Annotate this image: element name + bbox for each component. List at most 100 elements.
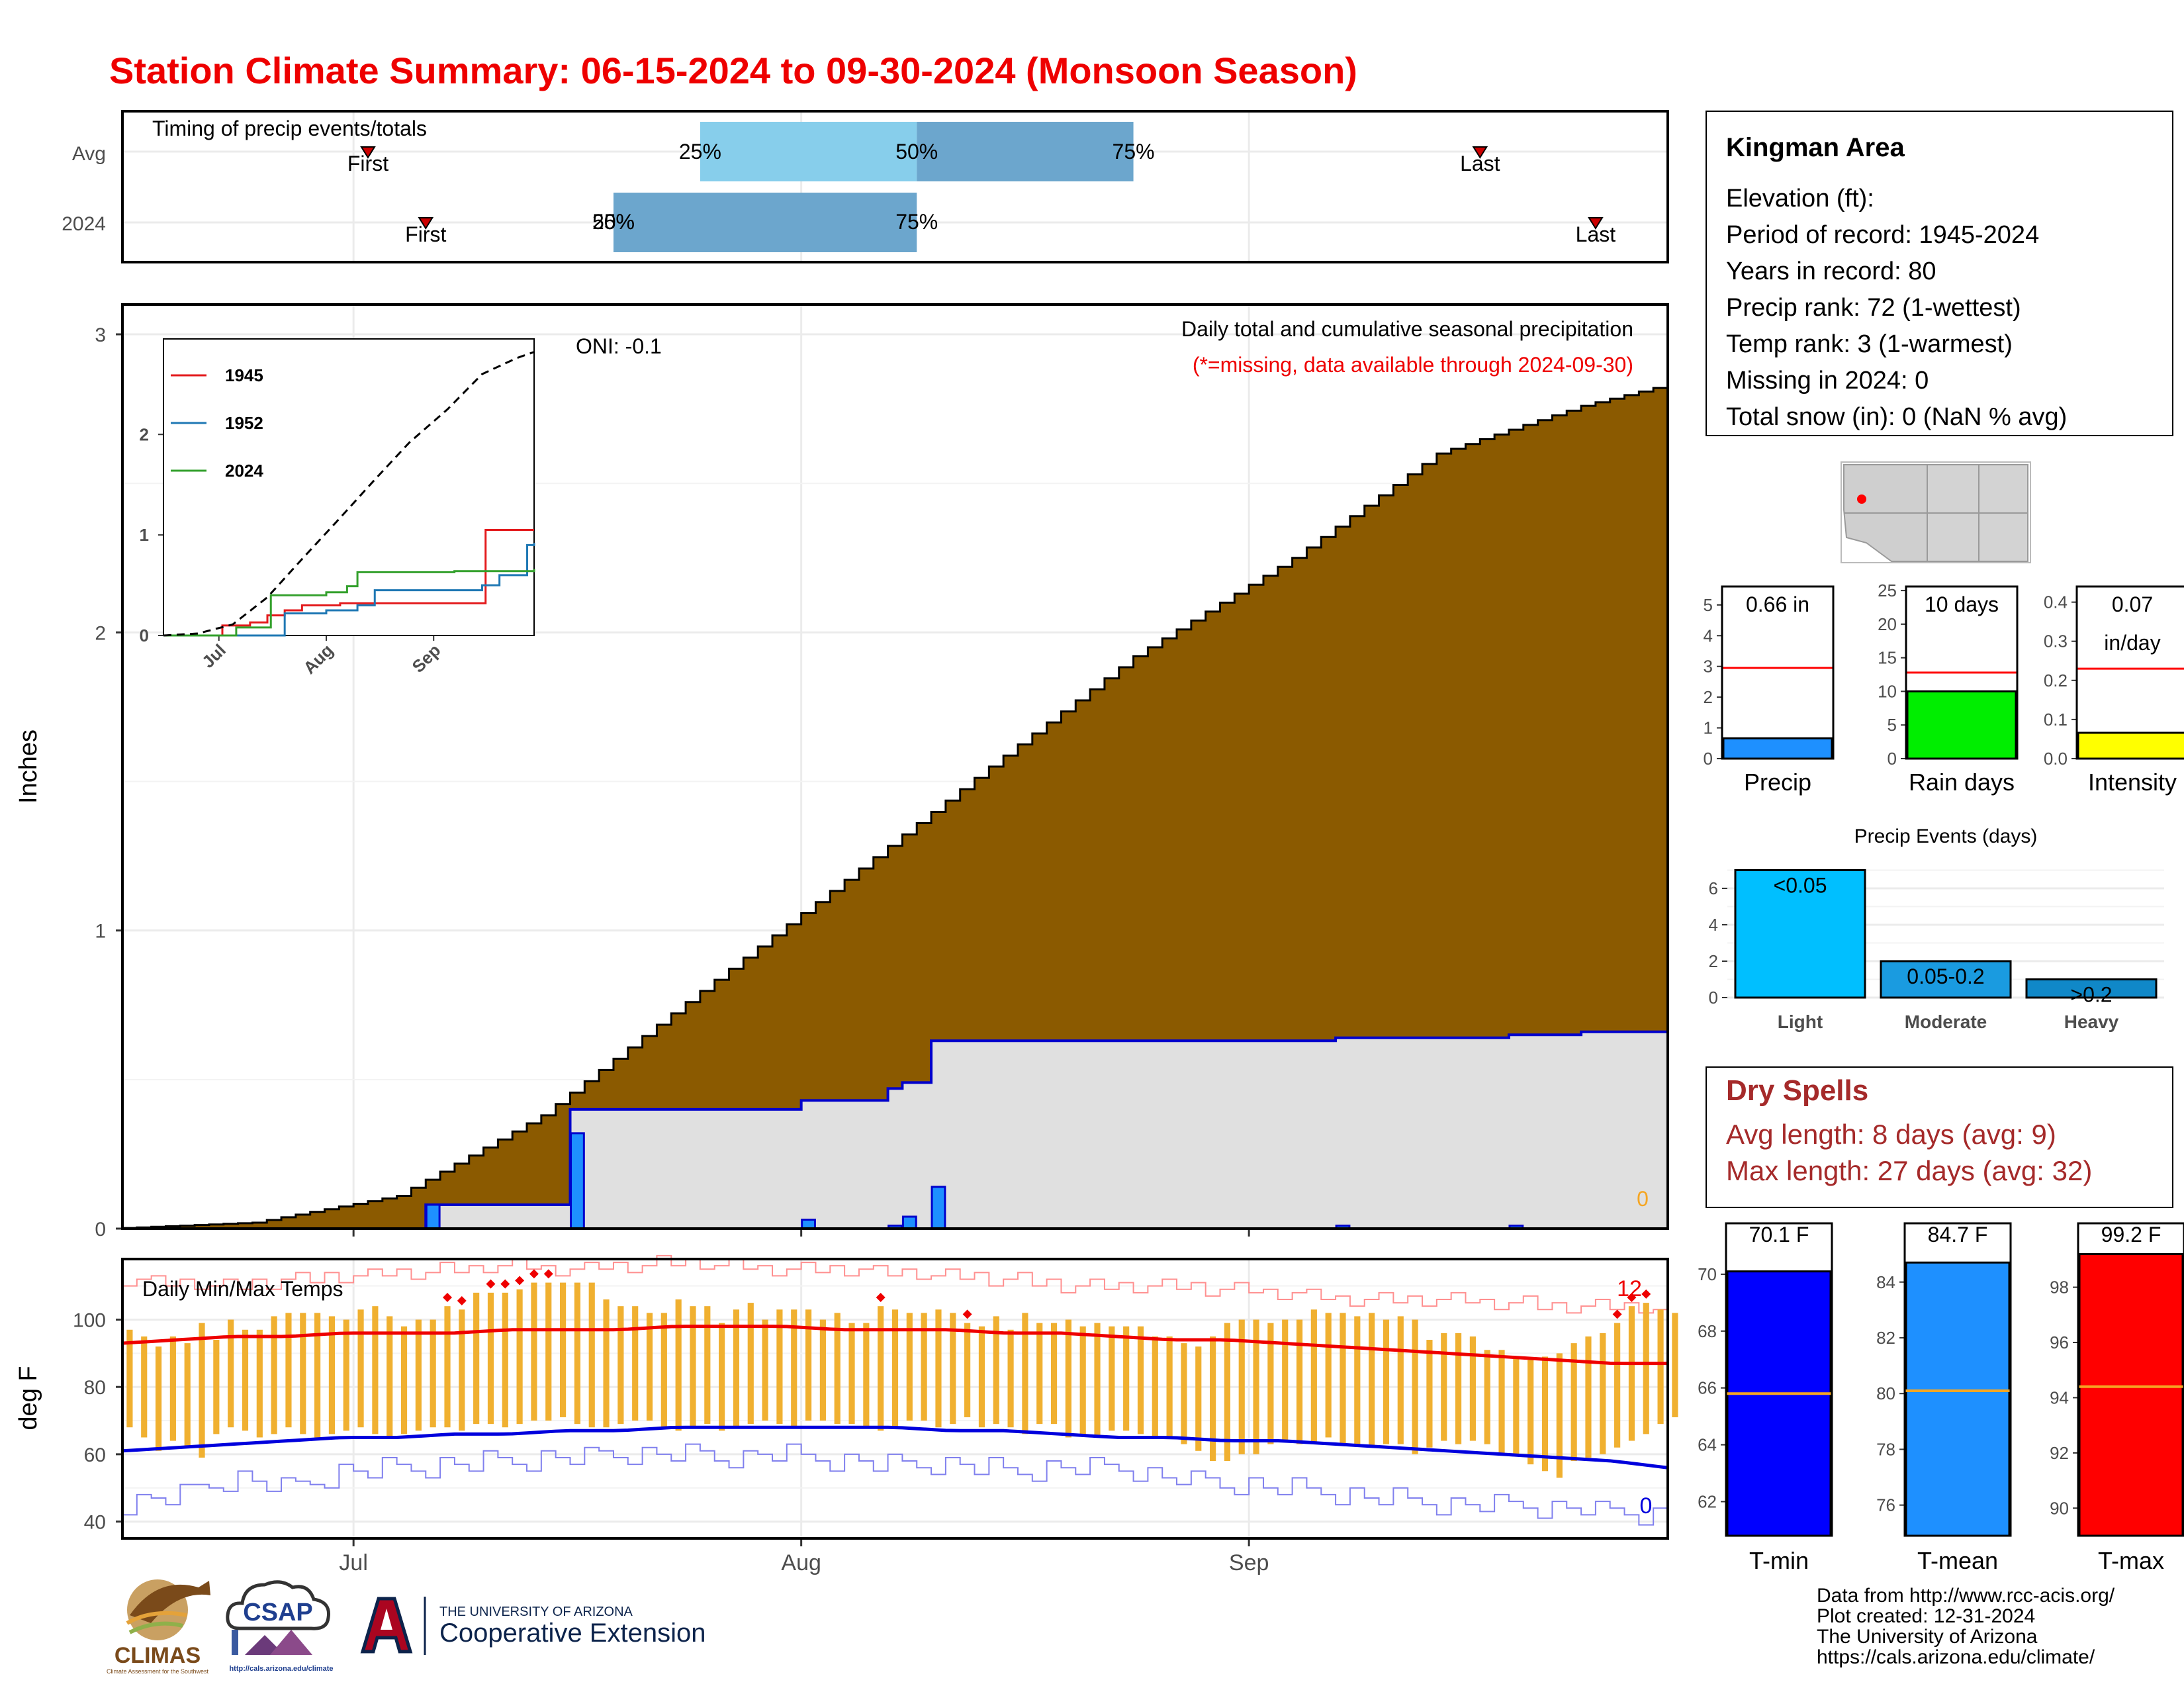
- daily-temp-bar: [502, 1292, 508, 1428]
- daily-temp-bar: [1253, 1319, 1259, 1454]
- timing-bar-q1-0: [700, 122, 917, 181]
- seasonal-temp-charts: 62 64 66 68 70 70.1 F T-min 76 78 80 82 84 84.7 F T-m…: [1698, 1222, 2184, 1574]
- record-high-dot: [500, 1279, 510, 1289]
- daily-temp-bar: [228, 1319, 234, 1428]
- avg-p50-label: 50%: [895, 140, 938, 164]
- avg-cumulative-area: [122, 388, 1668, 1229]
- daily-temp-bar: [256, 1329, 263, 1438]
- events-ytick: 4: [1709, 915, 1718, 935]
- daily-temp-bar: [155, 1346, 162, 1451]
- event-bar-label: 0.05-0.2: [1907, 964, 1984, 988]
- mini-category-label: Rain days: [1909, 769, 2015, 796]
- avg-last-label: Last: [1460, 152, 1500, 175]
- avg-min-temp-line: [122, 1425, 1668, 1470]
- event-bar-light: [1734, 869, 1866, 999]
- inset-line-1945: [163, 529, 534, 637]
- daily-temp-bar: [1137, 1326, 1144, 1434]
- mini-ytick: 20: [1878, 614, 1897, 634]
- temp-chart-ytick: 94: [2050, 1387, 2069, 1407]
- mini-ytick: 0.2: [2044, 671, 2068, 690]
- daily-temp-bar: [1527, 1360, 1534, 1465]
- daily-temp-bar: [1325, 1313, 1332, 1438]
- daily-temp-bar: [906, 1313, 913, 1421]
- daily-temp-bar: [444, 1306, 451, 1428]
- daily-temp-bar: [603, 1299, 610, 1428]
- daily-temp-bar: [588, 1282, 595, 1428]
- daily-temp-bar: [733, 1309, 740, 1428]
- avg-first-label: First: [347, 152, 388, 175]
- timing-bar-q2-1: [613, 193, 917, 252]
- daily-temp-bar: [617, 1306, 624, 1425]
- daily-temp-bar: [690, 1306, 696, 1428]
- daily-temp-bar: [1469, 1336, 1476, 1441]
- footer-line-1: Data from http://www.rcc-acis.org/: [1817, 1585, 2115, 1607]
- daily-temp-bar: [1556, 1353, 1563, 1478]
- daily-temp-bar: [646, 1313, 653, 1421]
- daily-temp-bar: [560, 1282, 567, 1417]
- temps-count-hot: 12: [1617, 1276, 1642, 1301]
- temp-chart-t-min: 62 64 66 68 70 70.1 F T-min: [1698, 1222, 1833, 1574]
- daily-temp-bar: [1657, 1309, 1664, 1425]
- daily-temp-bar: [199, 1323, 205, 1458]
- mini-ytick: 0: [1888, 749, 1897, 769]
- daily-temp-bar: [430, 1319, 436, 1428]
- daily-temp-bar: [387, 1316, 393, 1438]
- daily-temp-bar: [1455, 1333, 1462, 1444]
- oni-label: ONI: -0.1: [576, 334, 662, 358]
- mini-ytick: 1: [1704, 718, 1713, 738]
- daily-temp-bar: [632, 1306, 639, 1421]
- y2024-p75-label: 75%: [895, 210, 938, 234]
- daily-temp-bar: [1007, 1329, 1014, 1428]
- daily-temp-bar: [1210, 1336, 1216, 1462]
- daily-temp-bar: [285, 1313, 292, 1428]
- daily-temp-bar: [964, 1323, 971, 1417]
- mini-chart-rain-days: 0 5 10 15 20 25 10 days Rain days: [1878, 581, 2019, 796]
- daily-temp-bar: [1498, 1350, 1505, 1454]
- y2024-p25-label: 25%: [592, 210, 635, 234]
- daily-temp-bar: [1585, 1336, 1592, 1458]
- temp-value-label: 99.2 F: [2101, 1223, 2161, 1246]
- avg-p75-label: 75%: [1113, 140, 1155, 164]
- avg-cumulative-line: [122, 387, 1668, 1229]
- station-precip-rank: Precip rank: 72 (1-wettest): [1726, 294, 2021, 322]
- temp-value-bar: [2078, 1253, 2184, 1537]
- csap-logo-url: http://cals.arizona.edu/climate: [229, 1665, 333, 1673]
- daily-temp-bar: [762, 1319, 768, 1421]
- temp-chart-ytick: 66: [1698, 1378, 1717, 1398]
- daily-temp-bar: [863, 1323, 870, 1428]
- mini-ytick: 0.3: [2044, 632, 2068, 651]
- temp-chart-ytick: 98: [2050, 1278, 2069, 1297]
- temp-chart-ytick: 76: [1876, 1495, 1895, 1515]
- daily-temp-bar: [1036, 1323, 1043, 1425]
- inset-legend-1945: 1945: [225, 365, 263, 385]
- daily-temp-bar: [675, 1299, 682, 1431]
- daily-temp-bar: [1152, 1336, 1158, 1438]
- mini-value-bar: [1906, 690, 2017, 760]
- record-low-line: [122, 1443, 1668, 1526]
- temp-value-bar: [1905, 1261, 2011, 1537]
- mini-value-label: 0.66 in: [1746, 592, 1809, 616]
- timing-panel-label: Timing of precip events/totals: [152, 117, 427, 140]
- mini-value-label: 0.07: [2112, 592, 2153, 616]
- footer-line-2: Plot created: 12-31-2024: [1817, 1605, 2035, 1627]
- station-name: Kingman Area: [1726, 133, 1905, 162]
- temp-chart-ytick: 84: [1876, 1272, 1895, 1292]
- mini-ytick: 0.4: [2044, 592, 2068, 612]
- daily-temp-bar: [531, 1282, 537, 1421]
- temp-chart-ytick: 68: [1698, 1321, 1717, 1341]
- inset-ytick-0: 0: [140, 626, 149, 645]
- csap-logo-text: CSAP: [243, 1599, 313, 1626]
- daily-temp-bar: [1340, 1313, 1346, 1444]
- page-title: Station Climate Summary: 06-15-2024 to 0…: [109, 50, 1357, 91]
- daily-temp-bar: [1484, 1350, 1490, 1444]
- cumulative-ylabel: Inches: [15, 729, 42, 804]
- climas-logo: CLIMAS Climate Assessment for the Southw…: [107, 1579, 210, 1675]
- cumulative-title: Daily total and cumulative seasonal prec…: [1181, 317, 1633, 341]
- timing-panel: Timing of precip events/totals Avg 2024 …: [62, 110, 1669, 263]
- temp-category-label: T-max: [2098, 1547, 2164, 1574]
- mini-ytick: 0.0: [2044, 749, 2068, 769]
- mini-ytick: 15: [1878, 648, 1897, 668]
- daily-precip-bar: [425, 1203, 441, 1230]
- temps-ytick-40: 40: [84, 1512, 106, 1534]
- mini-chart-intensity: 0.0 0.1 0.2 0.3 0.4 0.07 in/day Intensity: [2044, 585, 2184, 796]
